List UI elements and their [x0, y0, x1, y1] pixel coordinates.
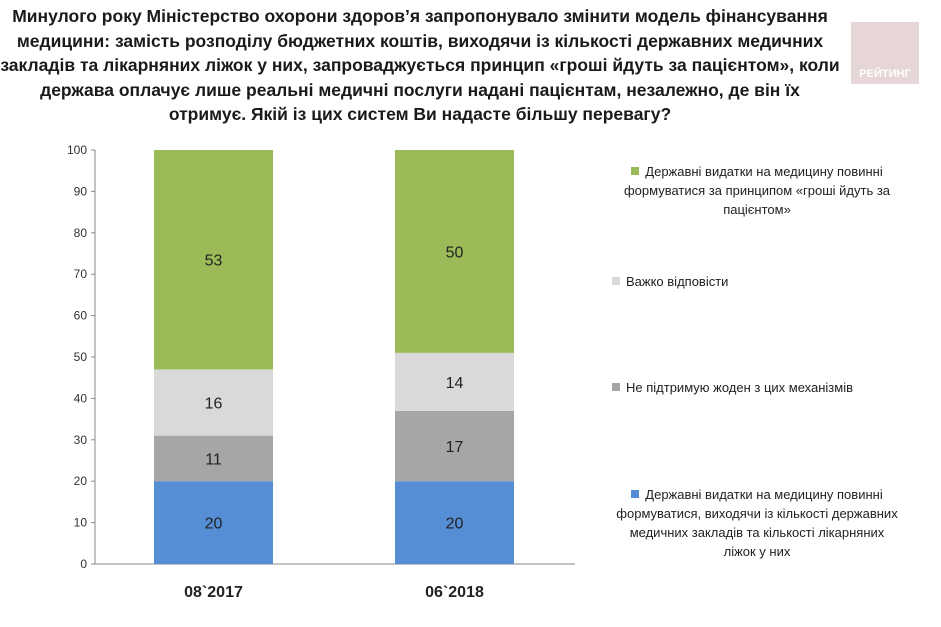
- data-label: 11: [205, 451, 222, 468]
- y-tick-label: 50: [74, 350, 88, 364]
- x-tick-label: 06`2018: [425, 584, 484, 601]
- legend-label: Державні видатки на медицину повинні фор…: [623, 164, 891, 217]
- y-tick-label: 100: [67, 143, 87, 157]
- legend-label: Державні видатки на медицину повинні фор…: [616, 487, 898, 559]
- legend-swatch: [612, 383, 620, 391]
- data-label: 50: [446, 244, 464, 261]
- bar-segment: [154, 481, 273, 564]
- logo-text: РЕЙТИНГ: [859, 68, 911, 80]
- x-tick-label: 08`2017: [184, 584, 243, 601]
- chart-title: Минулого року Міністерство охорони здоро…: [0, 6, 840, 124]
- bar-segment: [154, 150, 273, 370]
- data-label: 20: [205, 516, 223, 533]
- rating-logo: РЕЙТИНГ: [851, 22, 919, 84]
- legend-item-hard-to-say: Важко відповісти: [612, 272, 902, 291]
- data-label: 53: [205, 253, 223, 270]
- y-tick-label: 60: [74, 309, 88, 323]
- bar-segment: [395, 150, 514, 353]
- legend-item-support-none: Не підтримую жоден з цих механізмів: [612, 378, 902, 397]
- bar-segment: [395, 410, 514, 482]
- legend-swatch: [631, 490, 640, 498]
- legend-item-money-follows-patient: Державні видатки на медицину повинні фор…: [612, 162, 902, 219]
- data-label: 16: [205, 396, 223, 413]
- legend-label: Важко відповісти: [626, 274, 729, 289]
- legend-item-by-institutions: Державні видатки на медицину повинні фор…: [612, 485, 902, 561]
- y-tick-label: 20: [74, 474, 88, 488]
- bar-segment: [154, 369, 273, 436]
- legend-label: Не підтримую жоден з цих механізмів: [626, 380, 853, 395]
- data-label: 17: [446, 439, 464, 456]
- data-label: 14: [446, 375, 464, 392]
- data-label: 20: [446, 516, 464, 533]
- y-tick-label: 80: [74, 226, 88, 240]
- y-tick-label: 10: [74, 516, 88, 530]
- legend-swatch: [631, 167, 640, 175]
- y-tick-label: 90: [74, 184, 88, 198]
- y-tick-label: 70: [74, 267, 88, 281]
- y-tick-label: 30: [74, 433, 88, 447]
- bar-segment: [395, 481, 514, 564]
- y-tick-label: 40: [74, 391, 88, 405]
- bar-segment: [395, 352, 514, 411]
- legend-swatch: [612, 277, 620, 285]
- bar-segment: [154, 435, 273, 482]
- y-tick-label: 0: [80, 557, 87, 571]
